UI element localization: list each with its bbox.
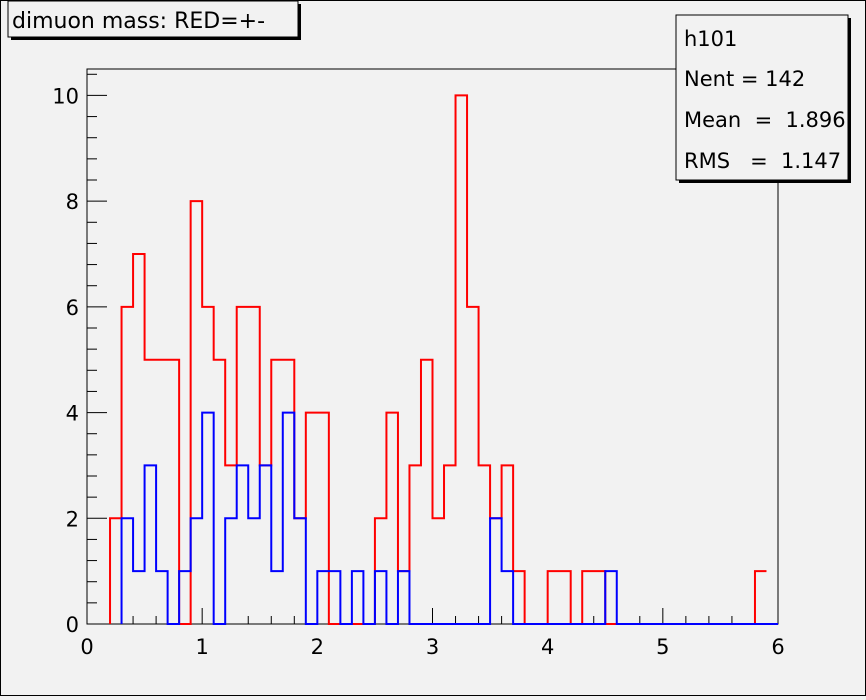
stats-box-frame	[675, 14, 849, 181]
y-tick-label: 8	[66, 190, 79, 214]
x-tick-label: 5	[656, 635, 669, 659]
chart-title: dimuon mass: RED=+-	[12, 9, 265, 34]
x-tick-label: 6	[771, 635, 784, 659]
y-tick-label: 4	[66, 402, 79, 426]
stats-box: h101 Nent = 142 Mean = 1.896 RMS = 1.147	[675, 14, 851, 183]
plot-frame	[86, 68, 779, 625]
stats-mean: Mean = 1.896	[684, 108, 846, 132]
stats-name: h101	[684, 27, 737, 51]
y-tick-label: 10	[52, 84, 79, 108]
y-tick-label: 6	[66, 296, 79, 320]
histogram-line-blue	[120, 411, 778, 625]
histogram-series	[109, 94, 778, 625]
x-tick-label: 3	[426, 635, 439, 659]
y-tick-label: 2	[66, 507, 79, 531]
x-tick-label: 1	[195, 635, 208, 659]
tick-labels: 0 1 2 3 4 5 6 0 2 4 6 8 10	[52, 84, 784, 659]
x-tick-label: 0	[80, 635, 93, 659]
stats-entries: Nent = 142	[684, 67, 805, 91]
stats-rms: RMS = 1.147	[684, 149, 841, 173]
title-box-frame	[7, 0, 299, 38]
y-tick-label: 0	[66, 613, 79, 637]
title-box: dimuon mass: RED=+-	[7, 0, 301, 40]
x-tick-label: 4	[541, 635, 554, 659]
x-tick-label: 2	[311, 635, 324, 659]
